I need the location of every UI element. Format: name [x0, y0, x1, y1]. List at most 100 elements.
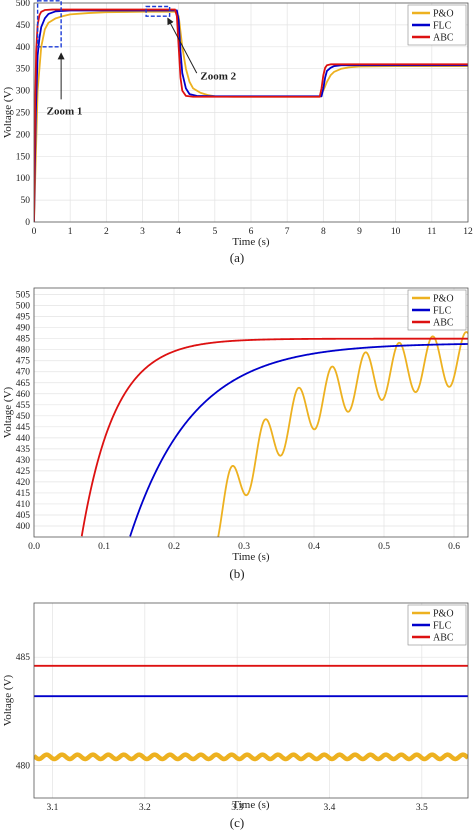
- series-line-abc: [80, 337, 468, 537]
- y-axis-label: Voltage (V): [2, 674, 14, 726]
- x-axis-label: Time (s): [232, 799, 270, 811]
- series-group: [80, 331, 468, 537]
- y-tick-label: 420: [16, 478, 31, 488]
- chart-panel-a: 0 1 2 3 4 5 6 7 8 9 10 11 12050100150200250300350400…: [2, 0, 473, 265]
- x-tick-label: 2: [104, 227, 109, 237]
- chart-panel-b: 0.0 0.1 0.2 0.3 0.4 0.5 0.64004054104154204254…: [2, 287, 469, 581]
- legend-label: ABC: [433, 318, 454, 329]
- legend-label: FLC: [433, 306, 452, 317]
- x-tick-label: 0.4: [308, 542, 320, 552]
- x-tick-label: 11: [427, 227, 436, 237]
- x-tick-label: 0.3: [238, 542, 250, 552]
- y-tick-label: 435: [16, 445, 31, 455]
- y-tick-label: 0: [25, 218, 30, 228]
- x-tick-label: 3.5: [416, 803, 428, 813]
- x-tick-label: 7: [285, 227, 290, 237]
- x-tick-label: 10: [391, 227, 401, 237]
- series-line-po: [217, 331, 468, 537]
- y-tick-label: 415: [16, 489, 31, 499]
- y-tick-label: 485: [16, 335, 31, 345]
- plot-frame: [33, 287, 469, 538]
- plot-frame: [33, 2, 469, 223]
- x-tick-label: 3.1: [47, 803, 59, 813]
- y-tick-label: 100: [16, 174, 31, 184]
- panel-caption: (b): [229, 566, 244, 581]
- y-tick-label: 460: [16, 390, 31, 400]
- y-tick-label: 455: [16, 401, 31, 411]
- y-tick-label: 490: [16, 324, 31, 334]
- zoom-annotations: Zoom 1 Zoom 2: [36, 0, 237, 118]
- x-tick-label: 1: [68, 227, 73, 237]
- y-tick-label: 410: [16, 500, 31, 510]
- y-tick-label: 400: [16, 43, 31, 53]
- legend-label: ABC: [433, 633, 454, 644]
- x-tick-label: 4: [176, 227, 181, 237]
- y-tick-label: 480: [16, 346, 31, 356]
- y-tick-label: 425: [16, 467, 31, 477]
- legend-label: P&O: [433, 294, 454, 305]
- x-tick-label: 0.6: [448, 542, 460, 552]
- y-tick-label: 445: [16, 423, 31, 433]
- panel-caption: (a): [230, 250, 244, 265]
- y-tick-label: 485: [16, 653, 31, 663]
- x-tick-label: 5: [212, 227, 217, 237]
- y-tick-label: 200: [16, 130, 31, 140]
- y-axis-label: Voltage (V): [2, 86, 14, 138]
- x-tick-label: 0: [32, 227, 37, 237]
- y-tick-label: 470: [16, 368, 31, 378]
- x-tick-label: 3.2: [139, 803, 151, 813]
- series-line-po: [34, 10, 468, 222]
- y-tick-label: 430: [16, 456, 31, 466]
- y-tick-label: 50: [21, 196, 31, 206]
- legend-label: FLC: [433, 21, 452, 32]
- y-tick-label: 505: [16, 291, 31, 301]
- panel-caption: (c): [230, 815, 244, 830]
- y-tick-label: 465: [16, 379, 31, 389]
- zoom-2-box: [145, 5, 171, 17]
- y-tick-label: 475: [16, 357, 31, 367]
- y-tick-label: 250: [16, 109, 31, 119]
- zoom-2-label: Zoom 2: [200, 71, 236, 83]
- zoom-1-label: Zoom 1: [47, 106, 83, 118]
- zoom-1-box: [36, 0, 62, 48]
- y-tick-label: 150: [16, 152, 31, 162]
- series-group: [34, 8, 468, 222]
- y-tick-label: 405: [16, 511, 31, 521]
- series-group: [34, 664, 468, 762]
- x-tick-label: 0.0: [28, 542, 40, 552]
- series-line-po: [34, 752, 468, 762]
- series-line-abc: [34, 8, 468, 222]
- legend-label: ABC: [433, 33, 454, 44]
- x-tick-label: 0.1: [98, 542, 110, 552]
- x-tick-label: 3.3: [231, 803, 243, 813]
- series-line-flc: [34, 9, 468, 222]
- y-tick-label: 480: [16, 762, 31, 772]
- x-tick-label: 9: [357, 227, 362, 237]
- zoom-2-arrow: [167, 17, 198, 74]
- legend-label: FLC: [433, 621, 452, 632]
- x-tick-label: 0.5: [378, 542, 390, 552]
- y-tick-label: 450: [16, 21, 31, 31]
- y-tick-label: 440: [16, 434, 31, 444]
- x-tick-label: 0.2: [168, 542, 180, 552]
- x-tick-label: 8: [321, 227, 326, 237]
- x-tick-label: 6: [249, 227, 254, 237]
- y-axis-label: Voltage (V): [2, 386, 14, 438]
- y-tick-label: 450: [16, 412, 31, 422]
- x-tick-label: 3: [140, 227, 145, 237]
- legend-label: P&O: [433, 609, 454, 620]
- x-axis-label: Time (s): [232, 236, 270, 248]
- y-tick-label: 495: [16, 313, 31, 323]
- x-tick-label: 12: [463, 227, 473, 237]
- y-tick-label: 350: [16, 65, 31, 75]
- x-tick-label: 3.4: [324, 803, 336, 813]
- y-tick-label: 500: [16, 302, 31, 312]
- y-tick-label: 500: [16, 0, 31, 9]
- plot-frame: [33, 602, 469, 799]
- y-tick-label: 300: [16, 87, 31, 97]
